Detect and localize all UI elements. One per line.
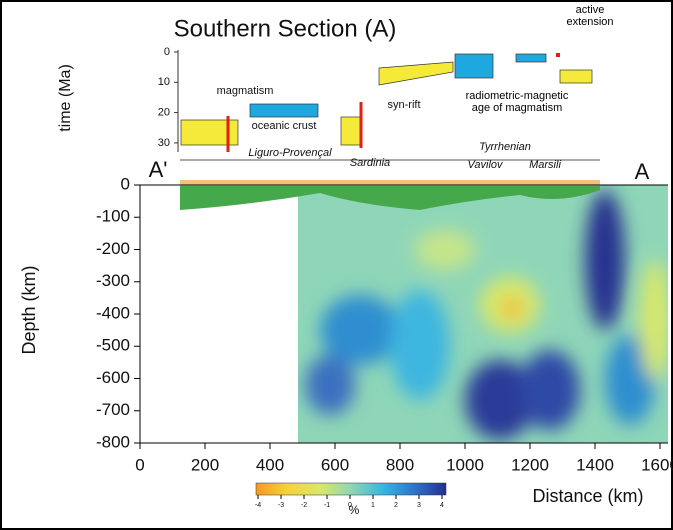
inset-y-tick-label: 20 (158, 107, 170, 119)
colorbar (255, 482, 447, 496)
annotation: magmatism (217, 85, 274, 97)
x-axis-label: Distance (km) (532, 486, 643, 506)
colorbar-tick-label: -2 (301, 502, 307, 509)
colorbar-tick-label: 4 (440, 502, 444, 509)
chart-title: Southern Section (A) (174, 15, 397, 42)
annotation: oceanic crust (252, 120, 317, 132)
colorbar-label: % (349, 503, 360, 517)
annotation: active extension (566, 4, 614, 28)
end-label: A' (149, 157, 168, 182)
inset: time (Ma) magmatism oceanic crust syn-ri… (57, 4, 614, 171)
colorbar-tick-label: 3 (417, 502, 421, 509)
y-tick-label: -700 (96, 400, 130, 419)
y-tick-label: -500 (96, 336, 130, 355)
x-tick-label: 800 (386, 455, 414, 474)
y-tick-label: -800 (96, 432, 130, 451)
y-tick-label: 0 (121, 174, 130, 193)
y-tick-label: -600 (96, 368, 130, 387)
region: Marsili (529, 159, 561, 171)
colorbar-tick-label: -3 (278, 502, 284, 509)
inset-y-tick-label: 30 (158, 137, 170, 149)
x-tick-label: 200 (191, 455, 219, 474)
inset-y-label: time (Ma) (57, 64, 74, 132)
annotation-text: active extension (566, 4, 614, 28)
tomography (298, 185, 668, 443)
inset-y-tick-label: 0 (164, 46, 170, 58)
x-tick-label: 1200 (511, 455, 549, 474)
region: Tyrrhenian (479, 141, 531, 153)
x-tick-label: 1000 (446, 455, 484, 474)
colorbar-tick-label: 0 (348, 502, 352, 509)
crust (180, 185, 600, 210)
region: Sardinia (350, 157, 390, 169)
colorbar-tick-label: -4 (255, 502, 261, 509)
y-tick-label: -300 (96, 271, 130, 290)
colorbar-tick-label: 1 (371, 502, 375, 509)
x-tick-label: 600 (321, 455, 349, 474)
region: Liguro-Provençal (248, 147, 332, 159)
annotation: radiometric-magnetic age of magmatism (465, 90, 569, 114)
colorbar-tick-label: -1 (324, 502, 330, 509)
y-tick-label: -100 (96, 207, 130, 226)
region: Vavilov (467, 159, 504, 171)
colorbar-tick-label: 2 (394, 502, 398, 509)
x-tick-label: 400 (256, 455, 284, 474)
x-tick-label: 0 (135, 455, 144, 474)
end-label: A (635, 159, 650, 184)
y-tick-label: -200 (96, 239, 130, 258)
y-axis-label: Depth (km) (19, 265, 39, 354)
y-tick-label: -400 (96, 303, 130, 322)
inset-y-tick-label: 10 (158, 76, 170, 88)
annotation-text: radiometric-magnetic age of magmatism (465, 90, 569, 114)
annotation: syn-rift (388, 99, 421, 111)
x-tick-label: 1400 (576, 455, 614, 474)
